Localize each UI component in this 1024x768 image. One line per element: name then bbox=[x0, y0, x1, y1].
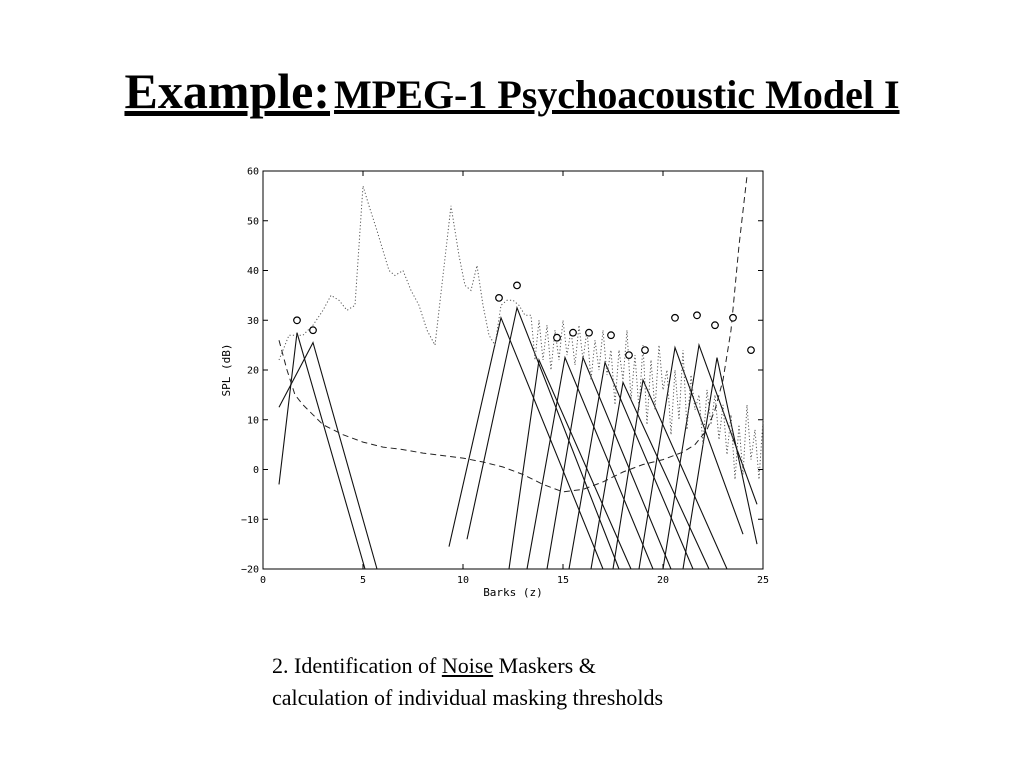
caption-noise-word: Noise bbox=[441, 653, 494, 678]
masker-circle bbox=[729, 313, 737, 322]
maskers bbox=[293, 281, 755, 360]
x-tick-label: 10 bbox=[457, 575, 469, 586]
masking-threshold-line bbox=[278, 332, 366, 570]
title-lead: Example: bbox=[124, 63, 331, 119]
masker-circle bbox=[553, 333, 561, 342]
y-tick-label: 20 bbox=[247, 366, 259, 377]
masker-circle bbox=[309, 326, 317, 335]
y-tick-label: 60 bbox=[247, 167, 259, 178]
masking-threshold-line bbox=[508, 358, 632, 570]
x-tick-label: 20 bbox=[657, 575, 669, 586]
masker-circle bbox=[671, 313, 679, 322]
x-tick-label: 25 bbox=[757, 575, 769, 586]
x-tick-label: 0 bbox=[260, 575, 266, 586]
masking-thresholds bbox=[278, 305, 758, 570]
masker-circle bbox=[513, 281, 521, 290]
y-tick-label: −10 bbox=[241, 515, 259, 526]
caption-line-2: calculation of individual masking thresh… bbox=[272, 685, 664, 710]
masking-threshold-line bbox=[466, 305, 620, 570]
chart: 0 5 10 15 20 25 60 50 40 30 20 10 0 −10 −20 Barks (z) … bbox=[212, 155, 782, 605]
masker-circle bbox=[585, 328, 593, 337]
masker-circle bbox=[625, 351, 633, 360]
slide-caption: 2. Identification of Noise Maskers & cal… bbox=[272, 650, 832, 714]
axis-ticks: 0 5 10 15 20 25 60 50 40 30 20 10 0 −10 −20 bbox=[241, 167, 769, 587]
slide-title: Example: MPEG-1 Psychoacoustic Model I bbox=[0, 62, 1024, 120]
y-tick-label: 10 bbox=[247, 415, 259, 426]
masking-threshold-line bbox=[612, 378, 728, 570]
x-axis-label: Barks (z) bbox=[483, 586, 543, 599]
masker-circle bbox=[495, 293, 503, 302]
masking-threshold-line bbox=[662, 342, 758, 570]
masker-circle bbox=[293, 316, 301, 325]
masker-circle bbox=[747, 346, 755, 355]
masking-threshold-line bbox=[682, 357, 758, 570]
y-axis-label: SPL (dB) bbox=[220, 344, 233, 397]
masker-circle bbox=[607, 331, 615, 340]
masking-threshold-line bbox=[448, 315, 604, 570]
masker-circle bbox=[569, 328, 577, 337]
masker-circle bbox=[641, 346, 649, 355]
x-tick-label: 15 bbox=[557, 575, 569, 586]
spectrum-dotted-line bbox=[278, 185, 764, 480]
caption-line1-pre: 2. Identification of bbox=[272, 653, 442, 678]
y-tick-label: −20 bbox=[241, 565, 259, 576]
masker-circle bbox=[693, 311, 701, 320]
caption-line1-post: Maskers & bbox=[493, 653, 596, 678]
y-tick-label: 50 bbox=[247, 216, 259, 227]
series-group bbox=[278, 175, 764, 493]
x-tick-label: 5 bbox=[360, 575, 366, 586]
caption-line-1: 2. Identification of Noise Maskers & bbox=[272, 650, 832, 682]
global-threshold-dashed-line bbox=[278, 175, 748, 493]
masking-threshold-line bbox=[590, 380, 710, 570]
masking-threshold-line bbox=[638, 345, 744, 570]
masker-circle bbox=[711, 321, 719, 330]
title-rest: MPEG-1 Psychoacoustic Model I bbox=[334, 72, 900, 117]
plot-frame bbox=[262, 170, 764, 570]
masking-threshold-line bbox=[278, 341, 378, 570]
masking-threshold-line bbox=[568, 360, 694, 570]
y-tick-label: 30 bbox=[247, 316, 259, 327]
y-tick-label: 40 bbox=[247, 266, 259, 277]
y-tick-label: 0 bbox=[253, 465, 259, 476]
